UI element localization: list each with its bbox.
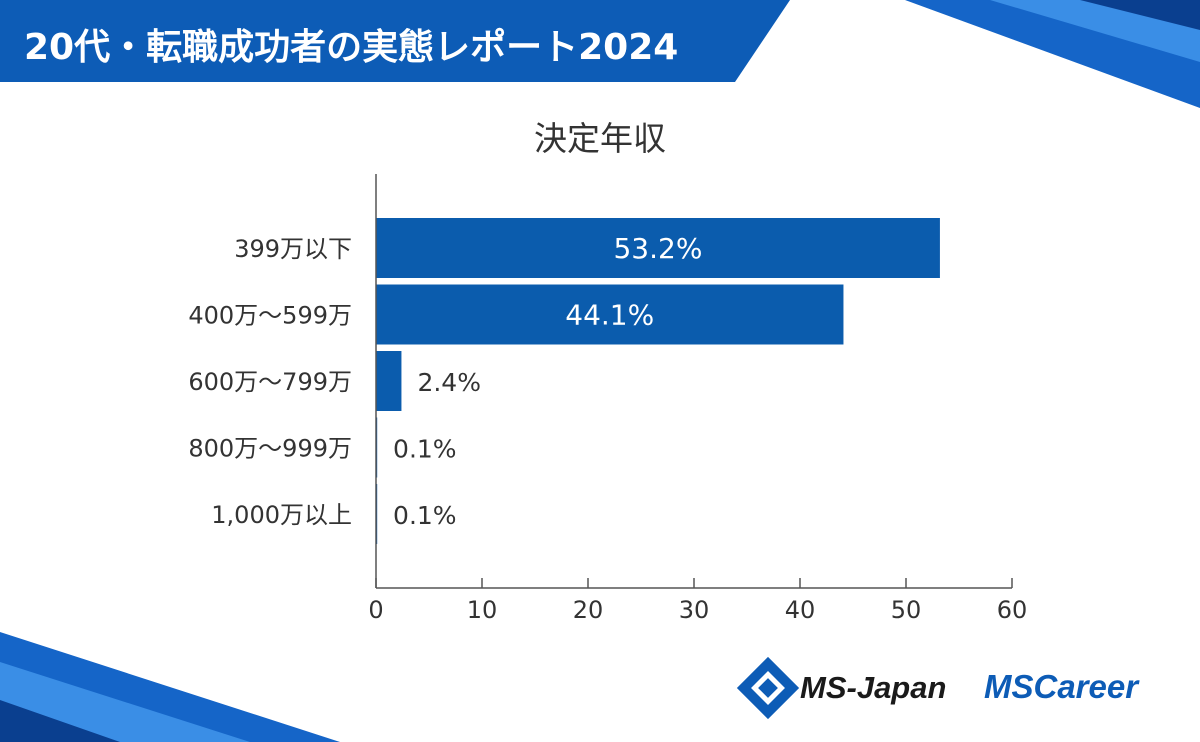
chart-title: 決定年収 (534, 119, 666, 158)
bar (376, 351, 402, 411)
data-label: 44.1% (565, 299, 654, 332)
data-label: 0.1% (393, 435, 457, 464)
category-label: 399万以下 (234, 235, 352, 263)
category-label: 400万～599万 (188, 302, 352, 330)
data-label: 0.1% (393, 501, 457, 530)
corner-stripe-top-right-dark (1080, 0, 1200, 30)
category-label: 1,000万以上 (211, 501, 352, 529)
x-tick-label: 50 (891, 596, 922, 624)
corner-stripe-bottom-left-dark (0, 700, 120, 742)
x-tick-label: 40 (785, 596, 816, 624)
data-label: 2.4% (417, 368, 481, 397)
ms-japan-logo-text: MS-Japan (800, 670, 947, 705)
bar (376, 218, 940, 278)
category-label: 800万～999万 (188, 435, 352, 463)
report-title: 20代・転職成功者の実態レポート2024 (24, 27, 679, 68)
bar (376, 284, 844, 345)
category-label: 600万～799万 (188, 368, 352, 396)
ms-japan-logo-icon (736, 656, 800, 720)
header-banner (0, 0, 790, 82)
data-label: 53.2% (613, 232, 702, 265)
x-tick-label: 10 (467, 596, 498, 624)
x-tick-label: 0 (368, 596, 383, 624)
ms-career-logo-text: MSCareer (984, 668, 1139, 705)
x-tick-label: 60 (997, 596, 1028, 624)
x-tick-label: 30 (679, 596, 710, 624)
x-tick-label: 20 (573, 596, 604, 624)
